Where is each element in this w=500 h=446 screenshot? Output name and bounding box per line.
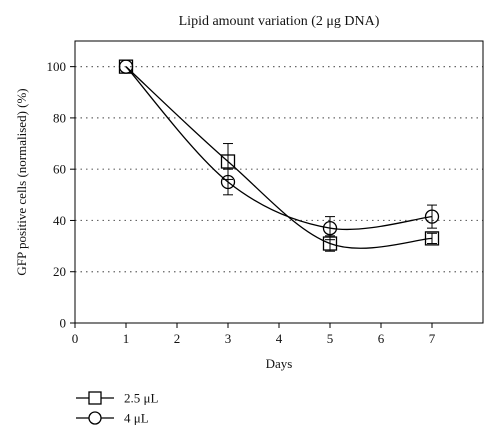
grid [75,66,483,273]
legend-label-1: 4 μL [124,411,149,426]
y-tick-label-100: 100 [47,59,67,74]
y-tick-label-60: 60 [53,162,66,177]
legend-circle-marker [88,411,102,425]
x-axis-ticks: 0 1 2 3 4 5 6 7 [72,323,436,346]
plot-border [74,40,484,324]
series-line-1 [125,66,433,231]
legend-item-0: 2.5 μL [76,391,158,406]
x-axis-label: Days [266,356,293,371]
x-tick-label-1: 1 [123,331,130,346]
y-tick-label-40: 40 [53,213,66,228]
y-axis-label: GFP positive cells (normalised) (%) [14,88,29,275]
data-point-circle-1-3 [424,209,440,224]
legend-label-0: 2.5 μL [124,391,158,406]
y-axis-ticks: 0 20 40 60 80 100 [47,59,75,331]
x-tick-label-4: 4 [276,331,283,346]
legend-item-1: 4 μL [76,411,149,426]
y-tick-label-80: 80 [53,110,66,125]
data-point-circle-1-1 [220,174,236,190]
data-point-circle-1-2 [322,220,338,236]
plot-frame [74,40,484,324]
x-tick-label-0: 0 [72,331,79,346]
data-point-square-0-3 [424,231,440,246]
legend: 2.5 μL 4 μL [76,391,158,426]
data-point-square-0-1 [220,154,236,169]
x-tick-label-3: 3 [225,331,232,346]
series-layer [118,59,440,252]
series-1 [118,59,440,241]
chart-title: Lipid amount variation (2 μg DNA) [179,14,380,29]
x-tick-label-6: 6 [378,331,385,346]
y-tick-label-0: 0 [60,316,67,331]
x-tick-label-5: 5 [327,331,334,346]
x-tick-label-2: 2 [174,331,181,346]
y-tick-label-20: 20 [53,264,66,279]
series-0 [118,59,440,252]
series-line-0 [125,66,433,249]
legend-square-marker [88,391,102,405]
data-point-circle-1-0 [118,59,134,74]
x-tick-label-7: 7 [429,331,436,346]
